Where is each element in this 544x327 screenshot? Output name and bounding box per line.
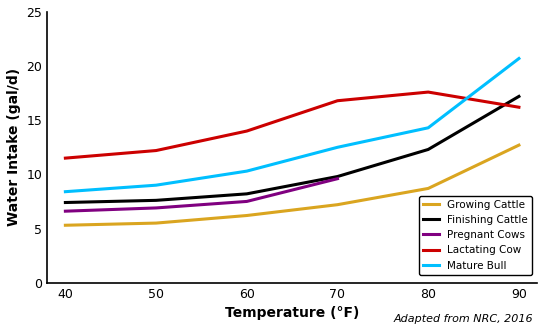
X-axis label: Temperature (°F): Temperature (°F) [225,306,360,320]
Y-axis label: Water Intake (gal/d): Water Intake (gal/d) [7,68,21,226]
Text: Adapted from NRC, 2016: Adapted from NRC, 2016 [393,314,533,324]
Legend: Growing Cattle, Finishing Cattle, Pregnant Cows, Lactating Cow, Mature Bull: Growing Cattle, Finishing Cattle, Pregna… [419,196,532,275]
